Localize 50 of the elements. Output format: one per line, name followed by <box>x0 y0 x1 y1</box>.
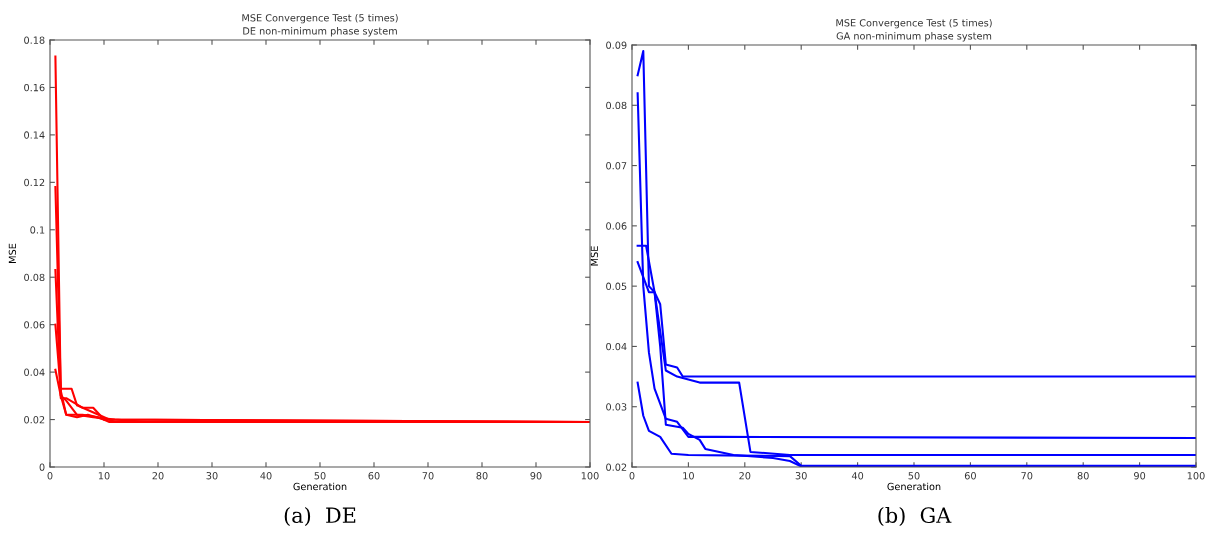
chart-title: MSE Convergence Test (5 times) <box>242 13 398 24</box>
y-tick-label: 0.02 <box>606 463 627 471</box>
y-tick-label: 0.06 <box>24 321 45 329</box>
y-tick-label: 0.07 <box>606 162 627 170</box>
x-tick-label: 90 <box>1134 472 1146 480</box>
text: (b) GA <box>878 506 952 526</box>
x-tick-label: 30 <box>795 472 807 480</box>
y-tick-label: 0.02 <box>24 416 45 424</box>
y-tick-label: 0.05 <box>606 282 627 290</box>
x-tick-label: 70 <box>1021 472 1033 480</box>
y-tick-label: 0.04 <box>606 342 627 351</box>
chart-title: MSE Convergence Test (5 times) <box>836 18 992 29</box>
y-tick-label: 0.08 <box>606 101 627 110</box>
x-tick-label: 40 <box>851 472 864 480</box>
x-tick-label: 70 <box>422 472 434 480</box>
x-tick-label: 20 <box>152 472 164 480</box>
x-tick-label: 100 <box>1187 472 1205 480</box>
x-tick-label: 80 <box>476 472 488 480</box>
y-axis-title: MSE <box>8 243 17 263</box>
x-tick-label: 10 <box>683 472 694 480</box>
chart-subtitle: GA non-minimum phase system <box>836 32 992 42</box>
y-tick-label: 0.09 <box>606 41 627 49</box>
y-tick-label: 0.03 <box>606 403 627 411</box>
y-tick-label: 0 <box>39 463 45 471</box>
y-tick-label: 0.06 <box>606 222 627 230</box>
x-axis-title: Generation <box>887 482 941 491</box>
x-axis-title: Generation <box>293 482 347 491</box>
x-tick-label: 10 <box>98 472 110 480</box>
y-tick-label: 0.18 <box>24 36 45 44</box>
x-tick-label: 80 <box>1077 472 1089 480</box>
y-tick-label: 0.16 <box>24 83 45 92</box>
x-tick-label: 60 <box>964 472 976 480</box>
x-tick-label: 50 <box>908 472 920 480</box>
x-tick-label: 40 <box>260 472 272 480</box>
x-tick-label: 90 <box>530 472 542 480</box>
x-tick-label: 0 <box>629 472 635 480</box>
x-tick-label: 30 <box>206 472 218 480</box>
y-tick-label: 0.12 <box>24 178 45 187</box>
x-tick-label: 100 <box>581 472 599 480</box>
text: (a) DE <box>284 506 356 526</box>
chart-subtitle: DE non-minimum phase system <box>243 27 397 37</box>
x-tick-label: 60 <box>368 472 380 480</box>
y-tick-label: 0.04 <box>24 368 45 376</box>
x-tick-label: 50 <box>314 472 326 480</box>
y-tick-label: 0.08 <box>24 273 45 282</box>
y-axis-title: MSE <box>590 246 599 266</box>
x-tick-label: 0 <box>47 472 53 480</box>
y-tick-label: 0.1 <box>30 226 45 234</box>
x-tick-label: 20 <box>739 472 751 480</box>
y-tick-label: 0.14 <box>24 131 45 139</box>
